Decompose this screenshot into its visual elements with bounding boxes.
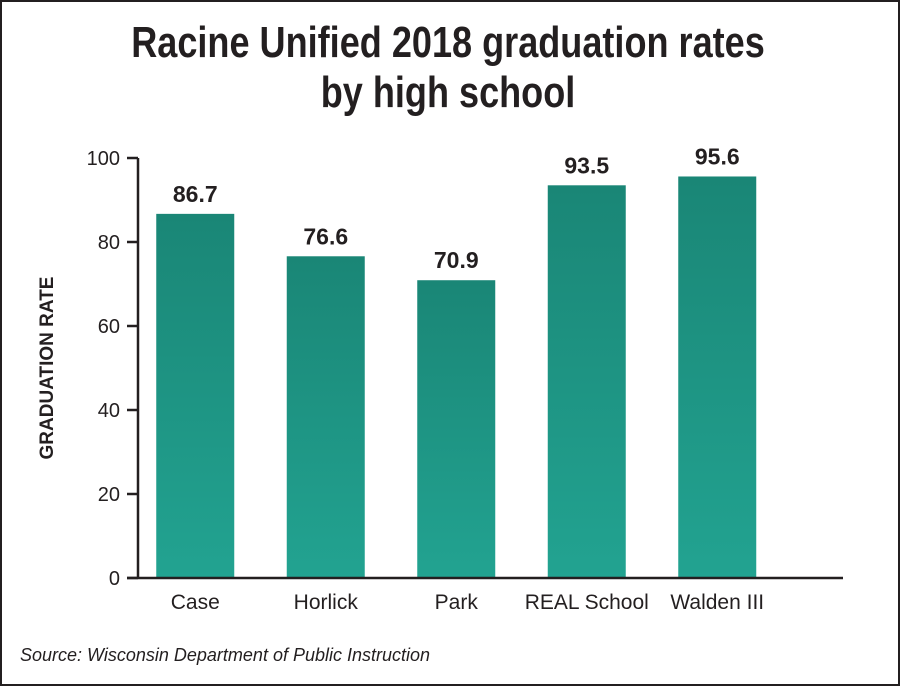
category-label: Walden III — [670, 591, 764, 614]
bar-horlick — [286, 256, 365, 578]
bar-value-label: 70.9 — [434, 247, 479, 273]
category-label: Horlick — [294, 591, 359, 614]
y-tick-label: 0 — [109, 568, 120, 590]
bar-walden-iii — [678, 176, 757, 579]
bar-park — [417, 280, 496, 578]
bars — [156, 176, 757, 579]
y-tick-label: 60 — [98, 316, 120, 338]
bar-case — [156, 213, 235, 579]
chart-title-line-1: Racine Unified 2018 graduation rates — [131, 18, 765, 67]
bar-value-label: 86.7 — [173, 181, 218, 207]
y-tick-label: 40 — [98, 400, 120, 422]
source-note: Source: Wisconsin Department of Public I… — [20, 645, 431, 665]
bar-value-label: 95.6 — [695, 143, 740, 169]
category-label: Park — [435, 591, 479, 614]
y-tick-label: 20 — [98, 484, 120, 506]
chart-title-line-2: by high school — [320, 68, 576, 117]
y-tick-label: 100 — [87, 148, 120, 170]
category-label: REAL School — [525, 591, 649, 614]
bar-value-labels: 86.7 76.6 70.9 93.5 95.6 — [173, 143, 740, 273]
y-axis-label: GRADUATION RATE — [37, 277, 58, 460]
bar-real-school — [547, 185, 626, 579]
bar-value-label: 93.5 — [564, 152, 609, 178]
y-tick-label: 80 — [98, 232, 120, 254]
y-axis-ticks: 0 20 40 60 80 100 — [87, 148, 138, 590]
category-label: Case — [171, 591, 220, 614]
category-labels: Case Horlick Park REAL School Walden III — [171, 591, 764, 614]
chart-title: Racine Unified 2018 graduation rates by … — [81, 18, 816, 118]
bar-value-label: 76.6 — [303, 223, 348, 249]
